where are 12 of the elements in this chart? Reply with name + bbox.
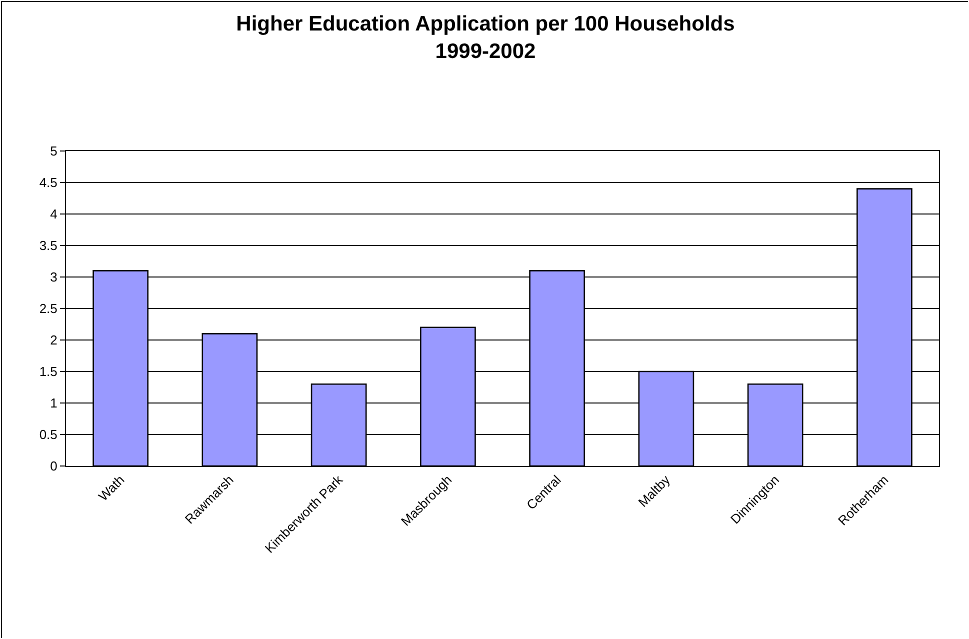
y-tick-label: 2.5 <box>39 301 58 316</box>
y-tick-label: 3.5 <box>39 238 58 254</box>
y-tick-label: 1.5 <box>39 364 58 380</box>
y-tick-label: 4.5 <box>39 175 58 190</box>
y-tick-label: 5 <box>50 144 58 159</box>
y-tick-label: 3 <box>50 270 58 285</box>
y-tick-label: 4 <box>50 206 58 222</box>
chart-title: Higher Education Application per 100 Households 1999-2002 <box>236 12 735 63</box>
y-tick-label: 1 <box>50 396 58 411</box>
y-tick-label: 0 <box>50 458 58 474</box>
y-tick-label: 0.5 <box>39 427 58 442</box>
y-tick-label: 2 <box>50 332 58 348</box>
